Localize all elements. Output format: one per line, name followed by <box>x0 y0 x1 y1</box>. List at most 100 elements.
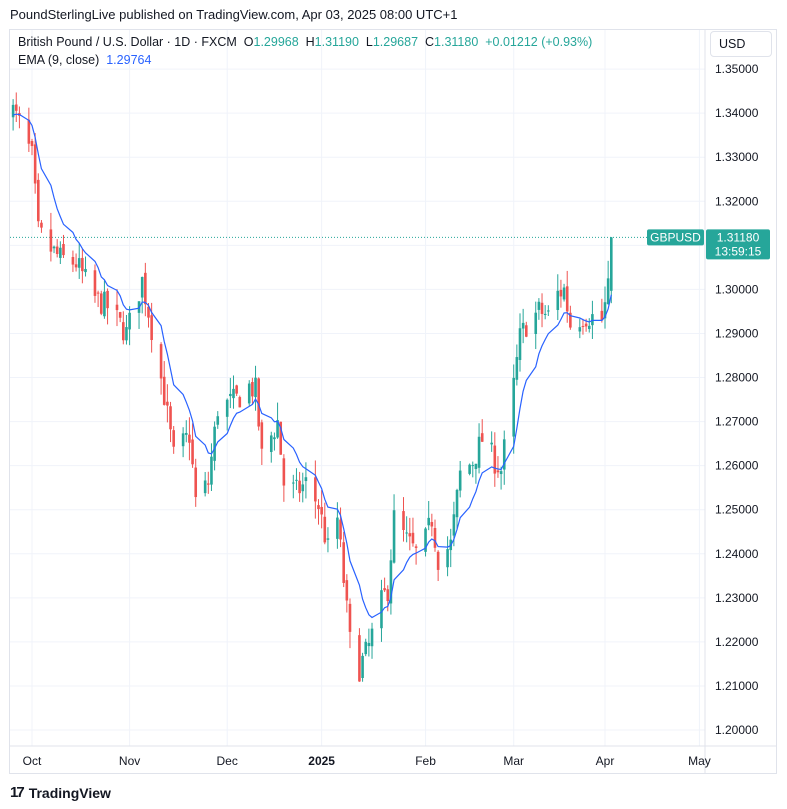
candle-body <box>40 222 43 228</box>
tradingview-logo-icon: 17 <box>10 784 25 801</box>
price-tick-label: 1.25000 <box>715 503 759 517</box>
candle-body <box>84 268 87 273</box>
time-tick-label: 2025 <box>308 754 335 768</box>
candle-body <box>96 292 100 294</box>
candle-body <box>99 293 103 314</box>
candle-body <box>260 422 264 449</box>
candle-body <box>106 290 109 309</box>
candle-body <box>14 104 18 111</box>
price-tag-bg <box>706 229 770 260</box>
price-tick-label: 1.32000 <box>715 194 759 208</box>
candle-body <box>147 306 150 318</box>
candle-body <box>518 328 522 361</box>
candle-body <box>452 514 456 536</box>
candle-body <box>273 437 276 440</box>
price-tick-label: 1.20000 <box>715 723 759 737</box>
candle-body <box>118 312 122 318</box>
candle-body <box>339 519 342 540</box>
time-axis: Oct Nov Dec 2025 Feb Mar Apr May <box>10 745 777 768</box>
candle-body <box>490 442 493 445</box>
price-tick-label: 1.34000 <box>715 106 759 120</box>
candle-body <box>562 287 566 300</box>
candle-body <box>502 439 506 470</box>
candle-body <box>361 655 364 678</box>
change-value: +0.01212 (+0.93%) <box>485 35 593 49</box>
candle-body <box>480 433 484 442</box>
symbol-tag-bg <box>647 229 704 246</box>
candle-body <box>402 511 405 530</box>
price-tick-label: 1.26000 <box>715 459 759 473</box>
candle-body <box>251 382 254 397</box>
candle-body <box>62 244 65 256</box>
candle-body <box>162 376 166 405</box>
candle-body <box>33 144 37 184</box>
candle-body <box>408 533 412 537</box>
candle-body <box>140 276 144 298</box>
candle-body <box>292 482 295 484</box>
candle-body <box>493 445 497 474</box>
candle-body <box>52 246 56 249</box>
price-tag-countdown: 13:59:15 <box>715 244 762 258</box>
price-tick-label: 1.24000 <box>715 547 759 561</box>
candle-body <box>427 517 430 526</box>
candle-body <box>181 433 185 447</box>
ema-label: EMA (9, close) <box>18 53 100 67</box>
candle-body <box>609 237 613 291</box>
candle-body <box>358 635 361 682</box>
candle-body <box>436 551 440 570</box>
candle-body <box>471 465 475 467</box>
symbol-tag-label: GBPUSD <box>650 230 701 244</box>
candle-body <box>144 272 147 305</box>
candle-body <box>229 393 232 397</box>
candle-body <box>269 435 273 453</box>
candle-body <box>386 589 390 602</box>
time-tick-label: Oct <box>23 754 42 768</box>
candle-body <box>27 119 31 144</box>
candle-body <box>383 588 386 591</box>
price-tick-label: 1.30000 <box>715 282 759 296</box>
symbol-legend: British Pound / U.S. Dollar · 1D · FXCM … <box>18 35 592 49</box>
candle-body <box>370 628 374 647</box>
candle-body <box>348 603 352 632</box>
candle-body <box>455 489 459 518</box>
candle-body <box>496 470 500 473</box>
candle-body <box>430 522 434 527</box>
candle-body <box>524 325 528 337</box>
ema-line <box>12 113 612 619</box>
candle-body <box>93 270 97 296</box>
candle-body <box>547 310 550 312</box>
high-value: 1.31190 <box>314 35 359 49</box>
price-tag-value: 1.31180 <box>717 230 760 244</box>
candle-body <box>11 104 15 118</box>
candle-body <box>581 325 585 327</box>
candles <box>11 92 613 682</box>
candle-body <box>336 517 339 539</box>
candle-body <box>606 278 610 305</box>
candle-body <box>36 179 40 222</box>
candle-body <box>169 406 172 430</box>
candle-body <box>540 302 544 314</box>
candle-body <box>279 421 283 455</box>
low-label: L <box>365 35 373 49</box>
price-tick-label: 1.21000 <box>715 679 759 693</box>
candle-body <box>512 377 515 437</box>
candle-body <box>103 291 106 317</box>
close-label: C <box>424 35 435 49</box>
candle-body <box>257 378 260 427</box>
candle-body <box>81 257 84 272</box>
candle-body <box>424 528 427 552</box>
candle-body <box>323 516 327 543</box>
candle-body <box>537 301 541 310</box>
candle-body <box>71 256 75 265</box>
currency-button[interactable]: USD <box>710 31 772 57</box>
candle-body <box>298 480 301 494</box>
price-tick-label: 1.27000 <box>715 415 759 429</box>
candle-body <box>559 289 563 297</box>
candle-body <box>254 377 257 398</box>
candle-body <box>207 483 210 485</box>
candle-body <box>295 479 298 481</box>
time-tick-label: Mar <box>503 754 524 768</box>
candle-body <box>446 549 449 568</box>
